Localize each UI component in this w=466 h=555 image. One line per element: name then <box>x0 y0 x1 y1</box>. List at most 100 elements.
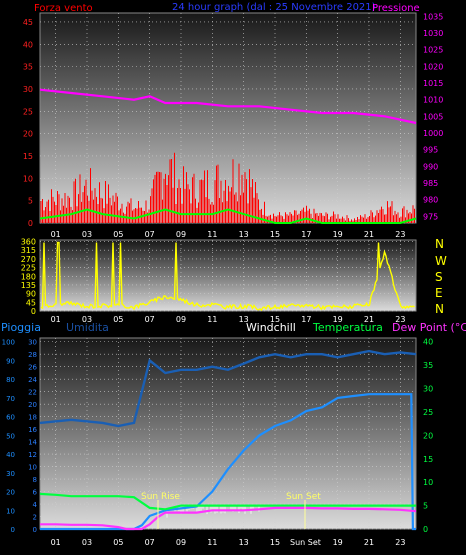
temp-hour-tick-03: 03 <box>82 538 92 547</box>
temp-tick-40: 40 <box>423 338 433 347</box>
pioggia-line <box>40 393 416 531</box>
direction-hour-tick-01: 01 <box>51 315 61 324</box>
direction-tick-45: 45 <box>26 298 36 307</box>
wind-tick-0: 0 <box>28 219 33 228</box>
temp-tick-30: 30 <box>423 385 433 394</box>
direction-hour-tick-19: 19 <box>333 315 343 324</box>
pressure-tick-1035: 1035 <box>423 12 443 21</box>
umidita-tick-8: 8 <box>33 476 37 484</box>
temp-hour-tick-05: 05 <box>113 538 123 547</box>
pressure-tick-985: 985 <box>423 179 438 188</box>
temp-hour-tick-11: 11 <box>207 538 217 547</box>
pioggia-tick-80: 80 <box>6 376 15 384</box>
wind-direction-line <box>40 241 415 312</box>
pioggia-tick-60: 60 <box>6 414 15 422</box>
wind-tick-10: 10 <box>23 174 33 183</box>
direction-hour-tick-03: 03 <box>82 315 92 324</box>
wind-tick-25: 25 <box>23 107 33 116</box>
pioggia-tick-20: 20 <box>6 489 15 497</box>
pressure-tick-995: 995 <box>423 146 438 155</box>
pioggia-tick-90: 90 <box>6 357 15 365</box>
sun-set-label: Sun Set <box>286 492 321 502</box>
compass-w: W <box>435 254 447 268</box>
umidita-label: Umidita <box>66 321 109 334</box>
pioggia-tick-50: 50 <box>6 432 15 440</box>
umidita-tick-18: 18 <box>28 414 37 422</box>
wind-hour-tick-07: 07 <box>145 230 155 239</box>
wind-hour-tick-19: 19 <box>333 230 343 239</box>
compass-n-bottom: N <box>435 302 444 316</box>
direction-tick-180: 180 <box>21 272 36 281</box>
umidita-tick-28: 28 <box>28 351 37 359</box>
temperatura-line <box>39 492 416 511</box>
wind-hour-tick-11: 11 <box>207 230 217 239</box>
direction-hour-tick-17: 17 <box>301 315 311 324</box>
wind-tick-20: 20 <box>23 130 33 139</box>
wind-hour-tick-15: 15 <box>270 230 280 239</box>
temperatura-label: Temperatura <box>312 321 383 334</box>
temp-tick-0: 0 <box>423 525 428 534</box>
dewpoint-line <box>40 506 417 531</box>
umidita-line <box>39 349 417 428</box>
temp-hour-tick-23: 23 <box>395 538 405 547</box>
pressure-tick-975: 975 <box>423 212 438 221</box>
pressure-line <box>39 88 417 125</box>
sun-set-axis-label: Sun Set <box>290 538 321 547</box>
wind-hour-tick-05: 05 <box>113 230 123 239</box>
direction-hour-tick-21: 21 <box>364 315 374 324</box>
direction-tick-90: 90 <box>26 290 36 299</box>
umidita-tick-10: 10 <box>28 464 37 472</box>
wind-tick-5: 5 <box>28 197 33 206</box>
sun-rise-label: Sun Rise <box>141 492 180 502</box>
wind-average-line <box>39 208 417 224</box>
wind-hour-tick-03: 03 <box>82 230 92 239</box>
wind-axis-label: Forza vento <box>34 3 93 14</box>
chart-title: 24 hour graph (dal : 25 Novembre 2021) <box>172 2 376 13</box>
temp-hour-tick-19: 19 <box>333 538 343 547</box>
pioggia-tick-40: 40 <box>6 451 15 459</box>
temp-tick-20: 20 <box>423 431 433 440</box>
compass-s: S <box>435 270 443 284</box>
data-series <box>39 88 417 531</box>
umidita-tick-20: 20 <box>28 401 37 409</box>
pioggia-tick-30: 30 <box>6 470 15 478</box>
temp-tick-25: 25 <box>423 408 433 417</box>
pressure-tick-1020: 1020 <box>423 62 443 71</box>
pioggia-label: Pioggia <box>1 321 41 334</box>
pressure-tick-1000: 1000 <box>423 129 443 138</box>
umidita-tick-6: 6 <box>33 489 38 497</box>
pressure-tick-980: 980 <box>423 196 438 205</box>
umidita-tick-4: 4 <box>33 501 38 509</box>
pressure-tick-990: 990 <box>423 162 438 171</box>
umidita-tick-16: 16 <box>28 426 37 434</box>
tick-labels: 0510152025303540459759809859909951000100… <box>2 12 444 547</box>
temp-tick-15: 15 <box>423 455 433 464</box>
direction-tick-315: 315 <box>21 246 36 255</box>
umidita-tick-2: 2 <box>33 514 37 522</box>
pioggia-tick-0: 0 <box>11 526 15 534</box>
temp-tick-10: 10 <box>423 478 433 487</box>
pressure-axis-label: Pressione <box>372 3 420 14</box>
direction-hour-tick-09: 09 <box>176 315 186 324</box>
direction-hour-tick-05: 05 <box>113 315 123 324</box>
pioggia-tick-100: 100 <box>2 339 15 347</box>
wind-hour-tick-01: 01 <box>51 230 61 239</box>
pressure-tick-1010: 1010 <box>423 96 443 105</box>
compass-e: E <box>435 286 443 300</box>
temp-hour-tick-07: 07 <box>145 538 155 547</box>
direction-tick-0: 0 <box>31 307 36 316</box>
temp-tick-35: 35 <box>423 361 433 370</box>
wind-tick-40: 40 <box>23 40 33 49</box>
temp-hour-tick-21: 21 <box>364 538 374 547</box>
direction-panel-bg <box>39 239 417 312</box>
pressure-tick-1015: 1015 <box>423 79 443 88</box>
direction-hour-tick-15: 15 <box>270 315 280 324</box>
direction-tick-225: 225 <box>21 264 36 273</box>
direction-hour-tick-13: 13 <box>239 315 249 324</box>
temp-hour-tick-09: 09 <box>176 538 186 547</box>
direction-hour-tick-07: 07 <box>145 315 155 324</box>
temp-tick-5: 5 <box>423 502 428 511</box>
wind-tick-30: 30 <box>23 85 33 94</box>
temp-hour-tick-01: 01 <box>51 538 61 547</box>
windchill-label: Windchill <box>246 321 296 334</box>
